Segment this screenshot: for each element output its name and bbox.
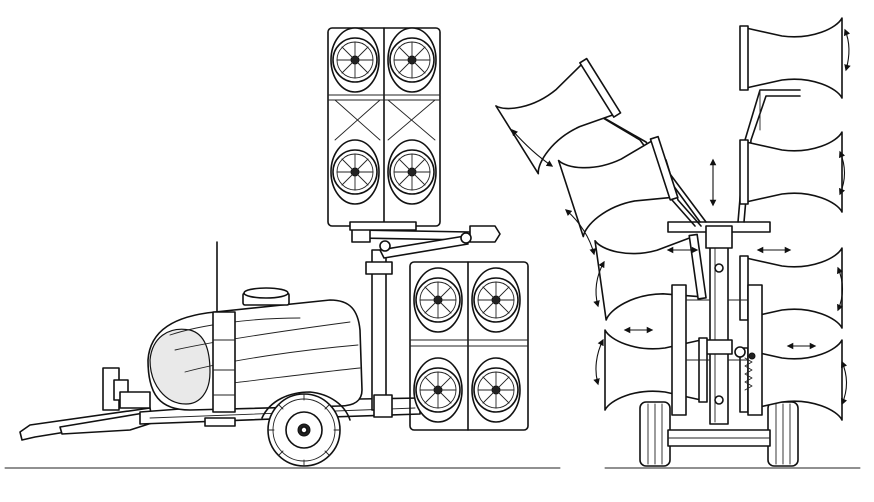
side-view [4, 27, 561, 469]
fan-8 [471, 357, 521, 423]
tow-hitch [19, 367, 156, 441]
fan-2 [387, 27, 437, 93]
boom-arm [351, 225, 501, 259]
air-nozzle-7 [739, 247, 843, 329]
rear-view [495, 17, 861, 469]
air-nozzle-1 [495, 57, 622, 175]
air-nozzle-4 [604, 329, 708, 411]
fan-5 [413, 267, 463, 333]
rear-wheel-right [767, 401, 799, 467]
fan-7 [413, 357, 463, 423]
fan-6 [471, 267, 521, 333]
fan-1 [330, 27, 380, 93]
fan-4 [387, 139, 437, 205]
wheel [261, 391, 351, 467]
air-nozzle-6 [739, 131, 843, 213]
lower-fan-rack [409, 261, 529, 431]
tank-front-dome [149, 328, 211, 405]
air-nozzle-8 [739, 339, 843, 421]
upper-fan-rack [327, 27, 441, 231]
air-nozzle-5 [739, 17, 843, 99]
spring [744, 357, 753, 391]
rear-wheel-left [639, 401, 671, 467]
movement-arrows [511, 28, 851, 406]
air-nozzle-3 [594, 233, 707, 321]
fan-3 [330, 139, 380, 205]
